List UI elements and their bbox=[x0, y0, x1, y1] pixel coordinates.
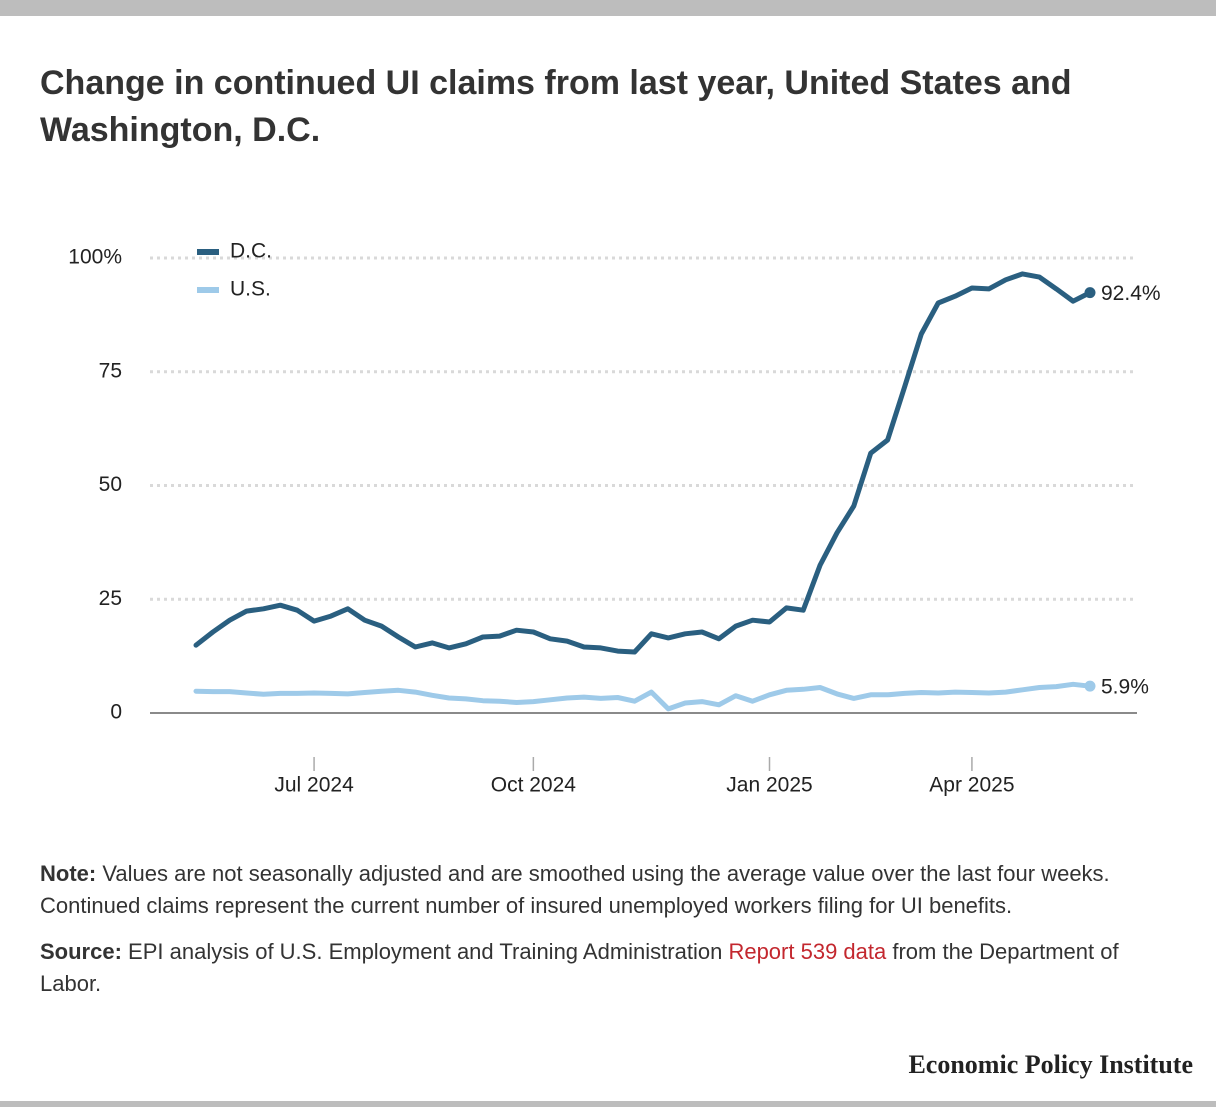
end-dot bbox=[1084, 680, 1096, 692]
y-tick-label: 100% bbox=[68, 246, 122, 269]
source-label: Source: bbox=[40, 939, 122, 964]
chart: 0 25 50 75 100% Jul 2024 Oct 2024 Jan 2025 Apr 2… bbox=[68, 240, 1161, 797]
source-text: from the Department of Labor. bbox=[40, 939, 1119, 996]
series-line bbox=[193, 271, 1093, 655]
bottom-bar bbox=[0, 1101, 1216, 1107]
source-link[interactable]: Report 539 data bbox=[728, 939, 887, 964]
x-tick-label: Jan 2025 bbox=[726, 774, 812, 797]
x-tick-label: Oct 2024 bbox=[491, 774, 577, 797]
x-tick-label: Jul 2024 bbox=[274, 774, 354, 797]
source-text: EPI analysis of U.S. Employment and Trai… bbox=[128, 939, 723, 964]
note-text: Values are not seasonally adjusted and a… bbox=[40, 861, 1110, 918]
series-line bbox=[193, 681, 1093, 712]
note-label: Note: bbox=[40, 861, 97, 886]
y-tick-label: 25 bbox=[99, 587, 122, 610]
y-tick-label: 50 bbox=[99, 473, 122, 496]
value-label: 5.9% bbox=[1101, 676, 1149, 699]
top-bar bbox=[0, 0, 1216, 16]
value-label: 92.4% bbox=[1101, 282, 1161, 305]
footer: Economic Policy Institute bbox=[908, 1050, 1193, 1079]
source: Source: EPI analysis of U.S. Employment … bbox=[40, 936, 1180, 1000]
legend-label: D.C. bbox=[230, 240, 272, 263]
note: Note: Values are not seasonally adjusted… bbox=[40, 858, 1180, 922]
end-dot bbox=[1084, 287, 1096, 299]
notes: Note: Values are not seasonally adjusted… bbox=[40, 858, 1180, 1014]
y-tick-label: 75 bbox=[99, 359, 122, 382]
chart-title: Change in continued UI claims from last … bbox=[40, 64, 1072, 149]
legend-label: U.S. bbox=[230, 278, 271, 301]
y-tick-label: 0 bbox=[110, 701, 122, 724]
x-tick-label: Apr 2025 bbox=[929, 774, 1014, 797]
